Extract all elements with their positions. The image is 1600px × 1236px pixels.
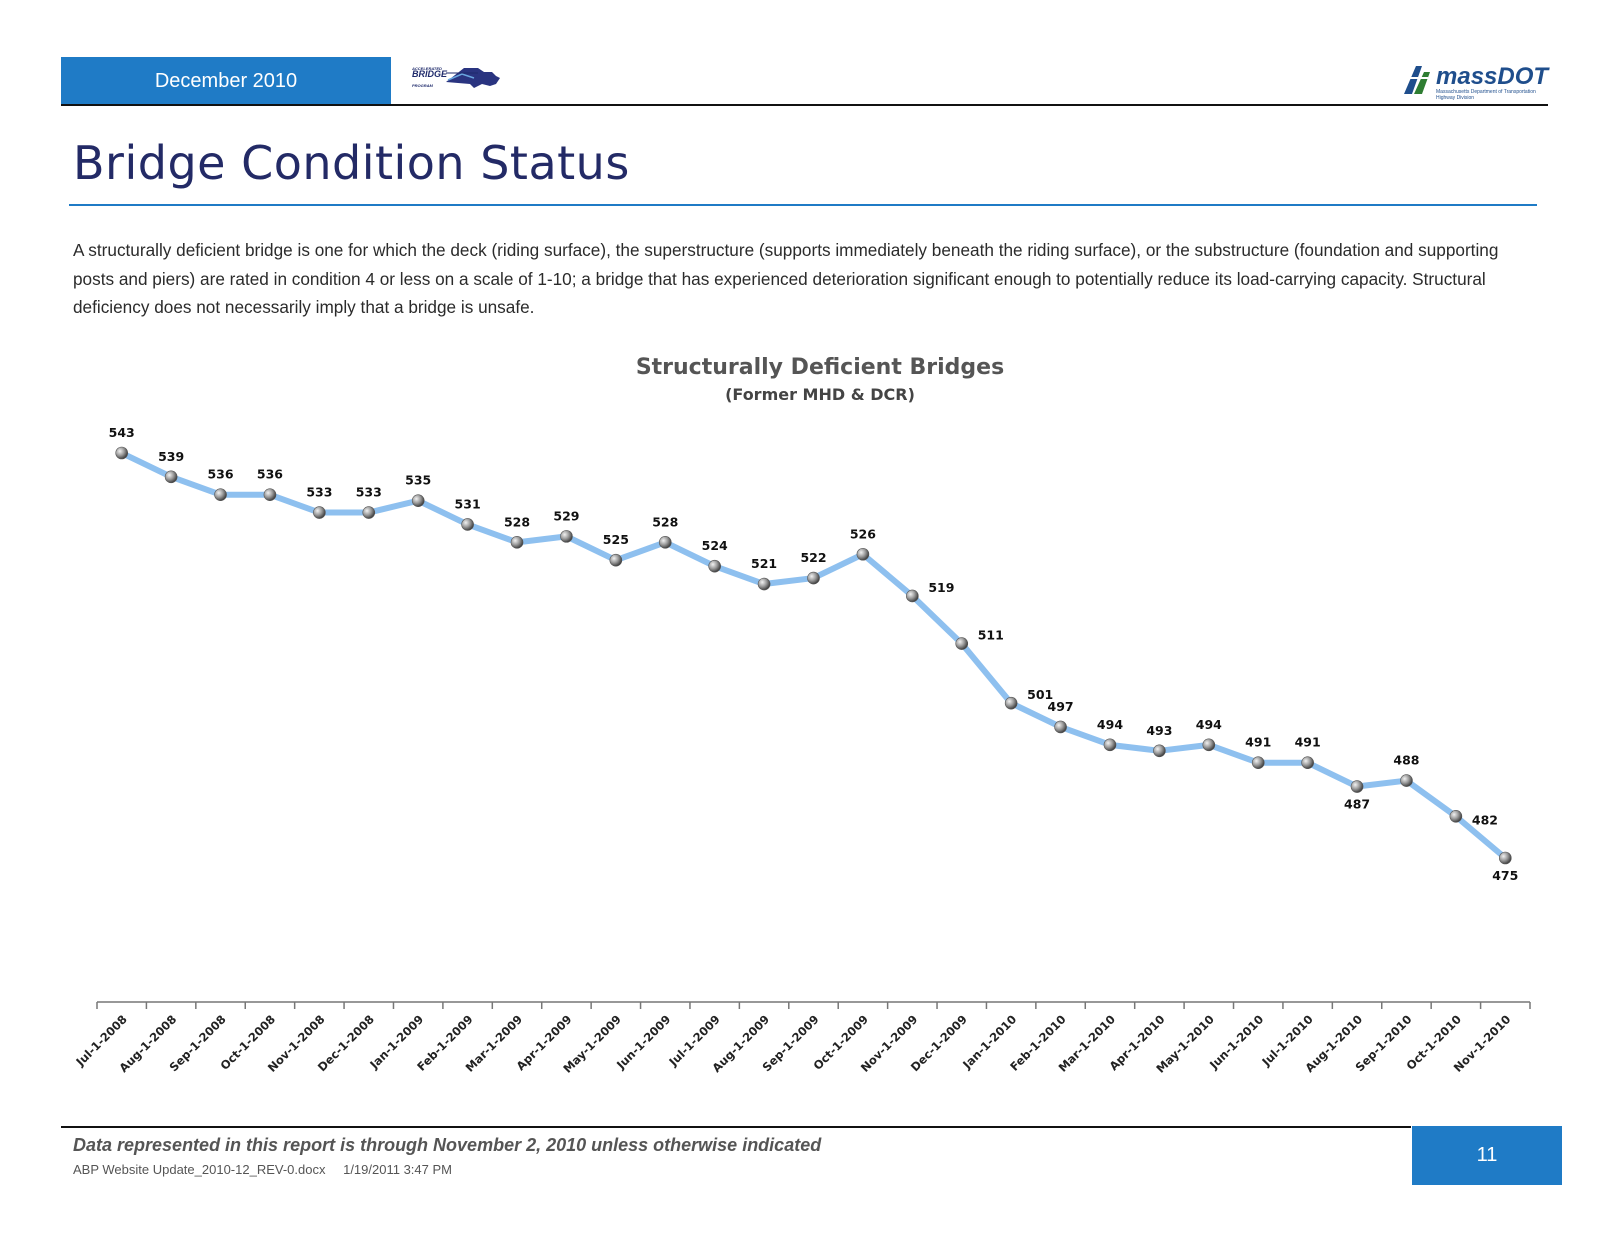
data-label: 488	[1393, 753, 1419, 768]
page-title: Bridge Condition Status	[73, 136, 630, 190]
data-label: 491	[1295, 735, 1321, 750]
data-label: 522	[800, 550, 826, 565]
data-label: 535	[405, 473, 431, 488]
title-rule	[69, 204, 1537, 206]
data-point	[1498, 851, 1512, 865]
page-number: 11	[1476, 1144, 1498, 1166]
data-label: 491	[1245, 735, 1271, 750]
data-point	[1350, 780, 1364, 793]
data-label: 528	[504, 514, 530, 529]
data-point	[313, 506, 326, 519]
data-point	[263, 488, 277, 501]
data-point	[1103, 738, 1117, 752]
massdot-wordmark: massDOT	[1436, 63, 1549, 90]
data-markers	[115, 446, 1512, 865]
data-label: 528	[652, 514, 678, 529]
intro-paragraph: A structurally deficient bridge is one f…	[73, 240, 1499, 317]
data-point	[1004, 696, 1018, 710]
massdot-subtext: Massachusetts Department of Transportati…	[1436, 89, 1536, 101]
data-point	[461, 518, 474, 531]
data-label: 501	[1027, 687, 1053, 702]
series-line	[118, 450, 1509, 861]
data-point	[658, 536, 672, 549]
abp-logo-line1: ACCELERATED	[412, 66, 442, 71]
report-date: December 2010	[154, 70, 298, 92]
massdot-logo: massDOT Massachusetts Department of Tran…	[1400, 63, 1550, 101]
data-label: 521	[751, 556, 777, 571]
header-rule	[61, 104, 1548, 106]
data-label: 511	[978, 628, 1004, 643]
data-label: 536	[207, 467, 233, 482]
chart-subtitle: (Former MHD & DCR)	[725, 385, 915, 404]
data-label: 493	[1146, 723, 1172, 738]
data-point	[1301, 756, 1314, 770]
page-number-box: 11	[1412, 1126, 1562, 1185]
data-point	[560, 530, 573, 543]
data-point	[1153, 744, 1166, 758]
data-label: 536	[257, 467, 283, 482]
data-label: 529	[553, 508, 579, 523]
data-label: 497	[1048, 699, 1074, 714]
footer-file-date: 1/19/2011 3:47 PM	[343, 1162, 452, 1177]
data-label: 494	[1097, 717, 1123, 732]
report-date-banner: December 2010	[61, 57, 391, 105]
data-point	[1054, 720, 1067, 734]
data-point	[757, 577, 771, 591]
data-label: 543	[109, 425, 135, 440]
abp-logo-line3: PROGRAM	[412, 83, 433, 88]
data-point	[708, 559, 721, 573]
footer-note: Data represented in this report is throu…	[73, 1135, 822, 1155]
footer-file-info: ABP Website Update_2010-12_REV-0.docx 1/…	[73, 1162, 466, 1177]
abp-logo-line2: BRIDGE	[412, 69, 448, 79]
data-point	[609, 553, 623, 567]
data-label: 539	[158, 449, 184, 464]
data-label: 531	[455, 496, 481, 511]
data-point	[906, 589, 919, 603]
data-label: 494	[1196, 717, 1222, 732]
data-point	[510, 536, 524, 549]
data-label: 519	[928, 580, 954, 595]
footer-file-name: ABP Website Update_2010-12_REV-0.docx	[73, 1162, 326, 1177]
massdot-icon	[1404, 66, 1430, 94]
data-label: 482	[1472, 812, 1498, 827]
x-axis-labels: Jul-1-2008Aug-1-2008Sep-1-2008Oct-1-2008…	[73, 1012, 1514, 1076]
data-label: 533	[356, 485, 382, 500]
footer-rule	[61, 1126, 1411, 1128]
data-point	[955, 637, 969, 650]
data-label: 526	[850, 526, 876, 541]
data-point	[1449, 810, 1463, 823]
data-point	[1400, 774, 1413, 787]
data-point	[1251, 756, 1265, 770]
data-point	[807, 571, 820, 585]
accelerated-bridge-program-logo: ACCELERATED BRIDGE PROGRAM	[412, 60, 512, 96]
data-label: 475	[1492, 868, 1518, 883]
data-label: 524	[702, 538, 728, 553]
data-point	[164, 470, 178, 484]
data-point	[214, 488, 227, 501]
massachusetts-bridge-icon	[446, 68, 500, 88]
data-label: 525	[603, 532, 629, 547]
data-labels: 543 539 536 536 533 533 535 531 528 529 525 528 524 5…	[109, 425, 1519, 883]
data-point	[411, 494, 425, 507]
data-label: 533	[306, 485, 332, 500]
data-label: 487	[1344, 797, 1370, 812]
chart-title: Structurally Deficient Bridges	[636, 355, 1004, 380]
data-point	[362, 506, 376, 519]
data-point	[856, 547, 870, 561]
x-axis-ticks	[96, 1002, 1531, 1009]
data-point	[115, 446, 129, 460]
data-point	[1202, 738, 1216, 752]
